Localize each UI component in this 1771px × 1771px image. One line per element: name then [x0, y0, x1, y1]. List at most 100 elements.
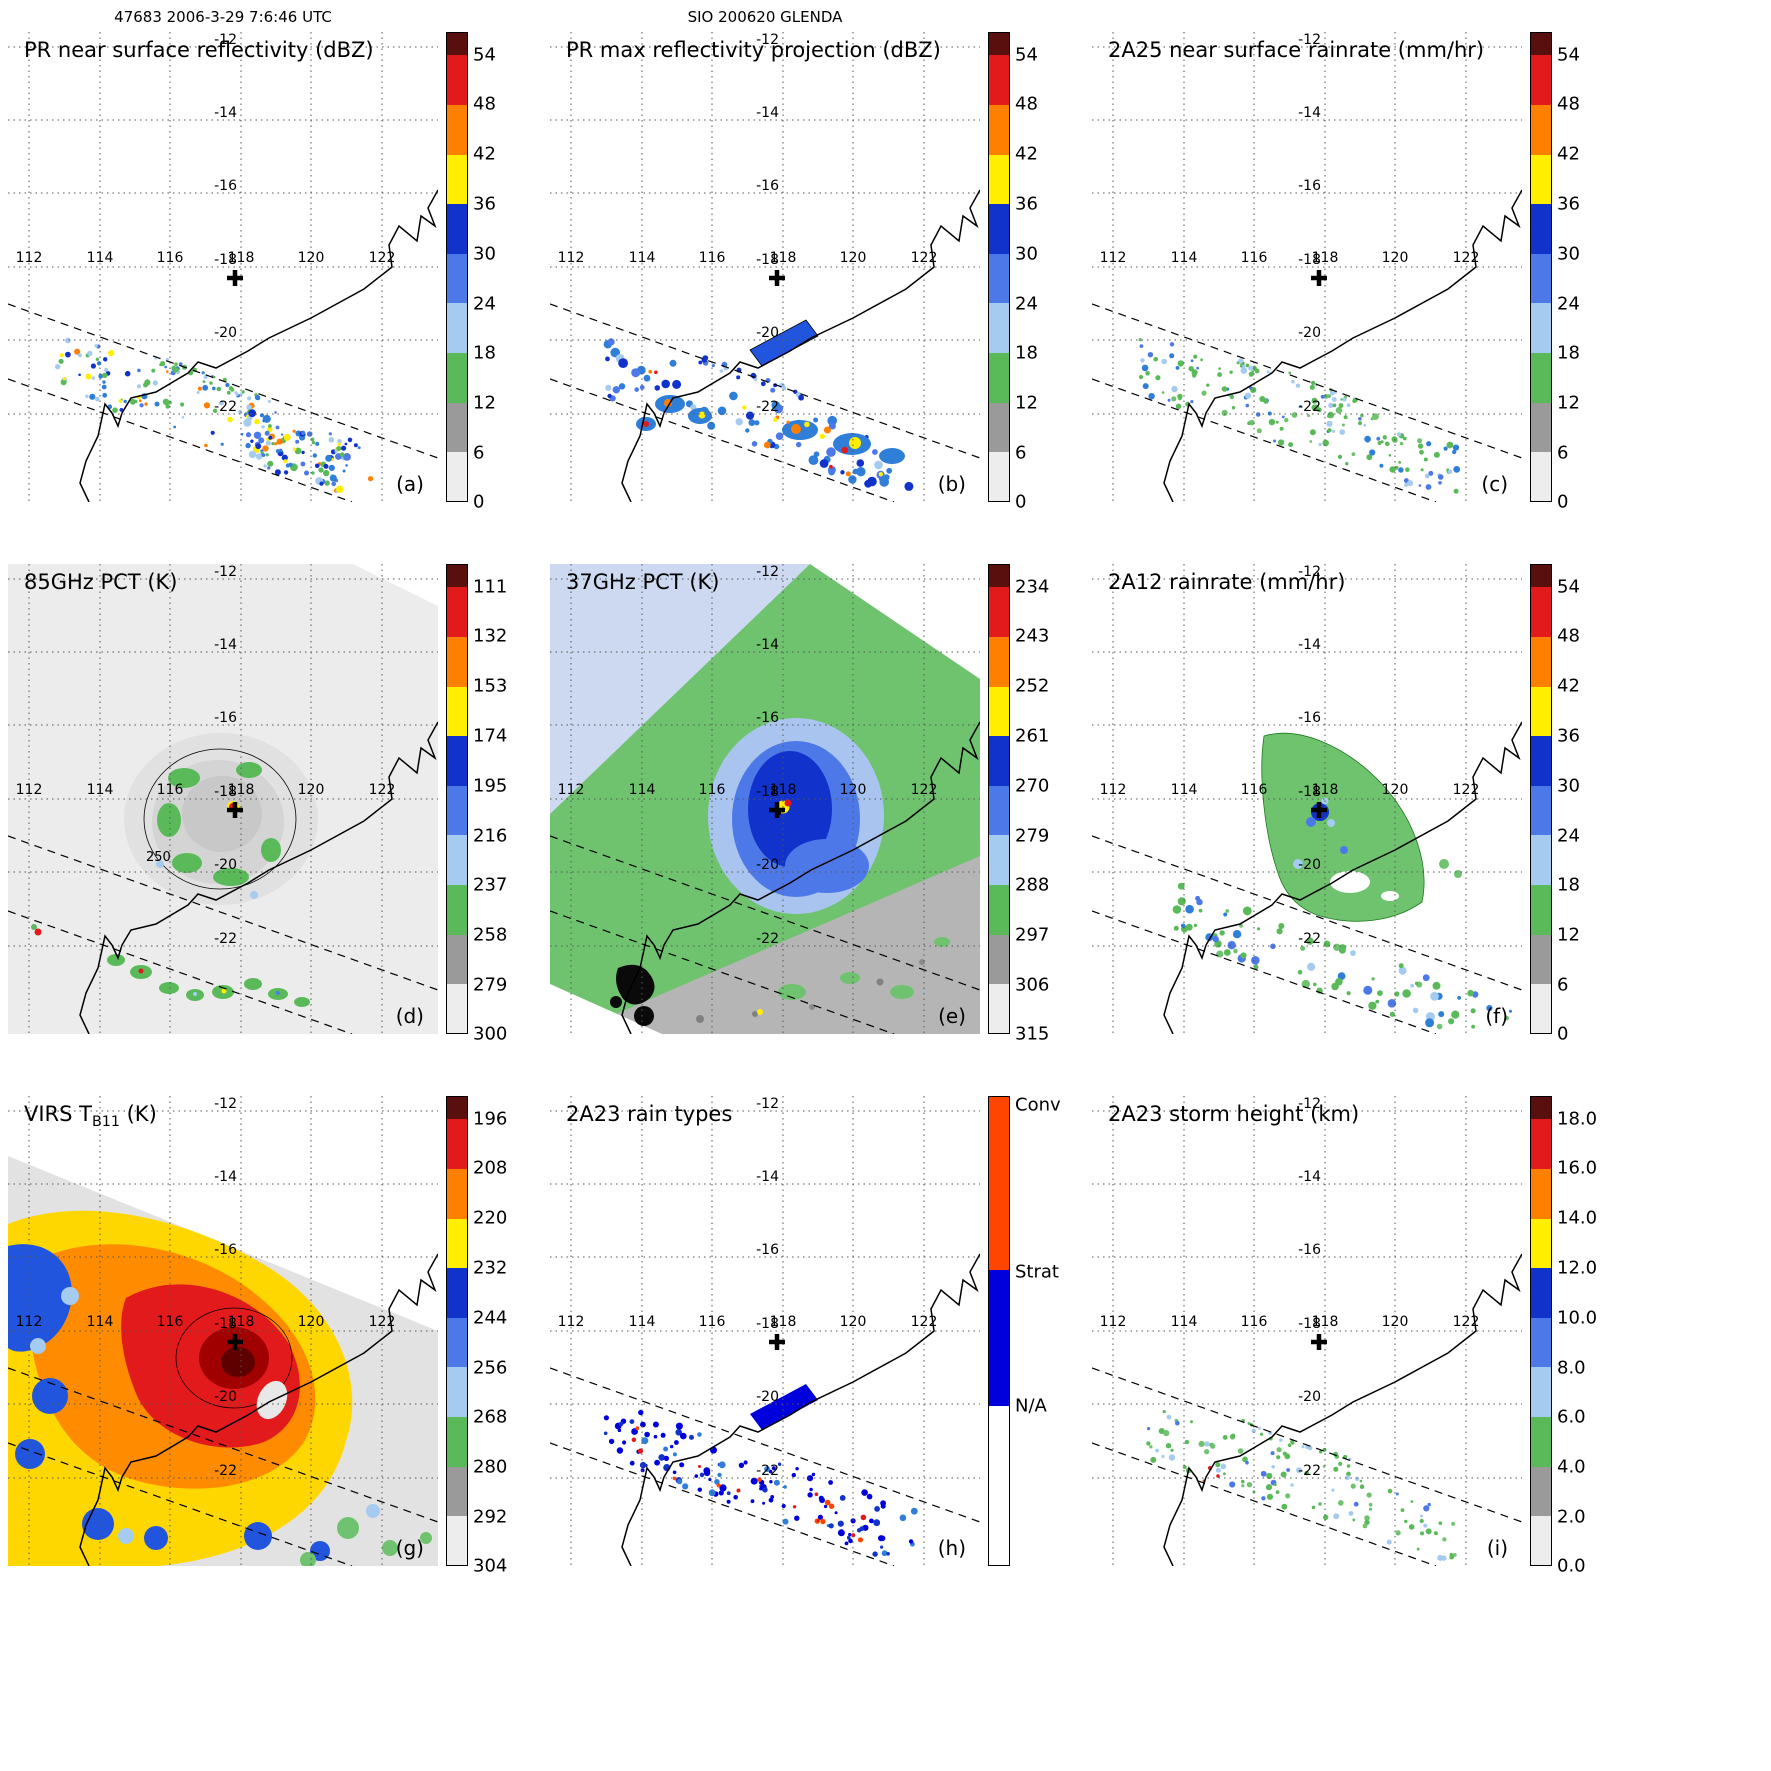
svg-text:-20: -20: [214, 1389, 237, 1405]
panel-a: 112 114 116 118 120 122 -12 -14 -16 -18 -20 -22 PR …: [8, 32, 516, 513]
svg-text:120: 120: [1382, 782, 1409, 798]
storm-center-cross: [769, 1334, 785, 1350]
panel-c: 112 114 116 118 120 122 -12 -14 -16 -18 -20 -22 2A2…: [1092, 32, 1600, 513]
panel-i-title: 2A23 storm height (km): [1108, 1102, 1360, 1126]
svg-text:-20: -20: [756, 325, 779, 341]
panel-g-map-svg: 112 114 116 118 120 122 -12 -14 -16 -18 -20 -22: [8, 1096, 438, 1566]
svg-text:122: 122: [911, 782, 938, 798]
panel-i-colorbar: 18.0 16.0 14.0 12.0 10.0 8.0 6.0 4.0 2.0 0.0: [1530, 1096, 1605, 1577]
data-field: [1146, 1410, 1457, 1561]
svg-text:-22: -22: [756, 931, 779, 947]
panel-grid: 112 114 116 118 120 122 -12 -14 -16 -18 -20 -22 PR …: [0, 32, 1771, 1577]
contour-label-250: 250: [146, 850, 171, 865]
svg-text:-12: -12: [756, 564, 779, 580]
svg-text:-14: -14: [756, 105, 779, 121]
panel-b-letter: (b): [937, 472, 966, 496]
svg-text:-16: -16: [756, 178, 779, 194]
coastline: [1163, 189, 1522, 502]
panel-b-map-svg: 112 114 116 118 120 122 -12 -14 -16 -18 -20 -22: [550, 32, 980, 502]
svg-text:112: 112: [1100, 1314, 1127, 1330]
panel-c-map-svg: 112 114 116 118 120 122 -12 -14 -16 -18 -20 -22: [1092, 32, 1522, 502]
svg-text:114: 114: [87, 1314, 114, 1330]
svg-text:-16: -16: [214, 710, 237, 726]
panel-a-colorbar: 54 48 42 36 30 24 18 12 6 0: [446, 32, 521, 513]
svg-text:122: 122: [369, 782, 396, 798]
panel-c-colorbar: 54 48 42 36 30 24 18 12 6 0: [1530, 32, 1605, 513]
svg-text:116: 116: [1241, 250, 1268, 266]
svg-text:-18: -18: [214, 784, 237, 800]
svg-text:122: 122: [369, 250, 396, 266]
svg-text:-16: -16: [214, 178, 237, 194]
axis-labels: 112 114 116 118 120 122 -12 -14 -16 -18 -20 -22: [16, 1096, 396, 1479]
data-field: [1172, 732, 1513, 1030]
panel-i-map-svg: 112 114 116 118 120 122 -12 -14 -16 -18 -20 -22: [1092, 1096, 1522, 1566]
svg-text:-22: -22: [1298, 1463, 1321, 1479]
panel-c-letter: (c): [1481, 472, 1508, 496]
panel-i: 112 114 116 118 120 122 -12 -14 -16 -18 -20 -22 2A2…: [1092, 1096, 1600, 1577]
svg-text:-22: -22: [1298, 931, 1321, 947]
panel-g-map: 112 114 116 118 120 122 -12 -14 -16 -18 -20 -22 VIR…: [8, 1096, 438, 1566]
svg-text:112: 112: [16, 1314, 43, 1330]
svg-text:116: 116: [1241, 782, 1268, 798]
svg-text:116: 116: [699, 250, 726, 266]
svg-text:-14: -14: [1298, 637, 1321, 653]
svg-text:116: 116: [699, 1314, 726, 1330]
svg-text:118: 118: [228, 782, 255, 798]
svg-text:-22: -22: [1298, 399, 1321, 415]
svg-text:-22: -22: [756, 1463, 779, 1479]
svg-text:-14: -14: [756, 1169, 779, 1185]
axis-labels: 112 114 116 118 120 122 -12 -14 -16 -18 -20 -22: [16, 32, 396, 415]
header-spacer: [1092, 8, 1600, 30]
colorbar-tick-labels: 54 48 42 36 30 24 18 12 6 0: [1015, 44, 1038, 513]
panel-f-map-svg: 112 114 116 118 120 122 -12 -14 -16 -18 -20 -22: [1092, 564, 1522, 1034]
svg-text:-12: -12: [214, 564, 237, 580]
svg-text:116: 116: [157, 1314, 184, 1330]
axis-labels: 112 114 116 118 120 122 -12 -14 -16 -18 -20 -22: [16, 564, 396, 947]
svg-text:-16: -16: [1298, 178, 1321, 194]
panel-i-letter: (i): [1486, 1536, 1508, 1560]
svg-text:114: 114: [1171, 782, 1198, 798]
svg-text:118: 118: [228, 1314, 255, 1330]
svg-text:-12: -12: [756, 32, 779, 48]
svg-text:118: 118: [1312, 250, 1339, 266]
svg-text:-20: -20: [214, 325, 237, 341]
panel-a-letter: (a): [396, 472, 424, 496]
svg-text:122: 122: [1453, 782, 1480, 798]
panel-b-map: 112 114 116 118 120 122 -12 -14 -16 -18 -20 -22 PR …: [550, 32, 980, 502]
panel-b-colorbar: 54 48 42 36 30 24 18 12 6 0: [988, 32, 1063, 513]
figure-header: 47683 2006-3-29 7:6:46 UTC SIO 200620 GL…: [0, 0, 1771, 30]
colorbar-tick-labels: 54 48 42 36 30 24 18 12 6 0: [1557, 576, 1580, 1045]
svg-text:118: 118: [770, 1314, 797, 1330]
svg-text:112: 112: [1100, 250, 1127, 266]
svg-text:-16: -16: [1298, 710, 1321, 726]
svg-text:-12: -12: [1298, 564, 1321, 580]
svg-text:-14: -14: [214, 1169, 237, 1185]
svg-text:-18: -18: [756, 1316, 779, 1332]
svg-text:-16: -16: [756, 1242, 779, 1258]
svg-text:120: 120: [840, 250, 867, 266]
svg-text:-20: -20: [1298, 857, 1321, 873]
colorbar-bar: [446, 564, 468, 1034]
svg-text:116: 116: [157, 782, 184, 798]
svg-text:116: 116: [1241, 1314, 1268, 1330]
svg-text:-20: -20: [756, 1389, 779, 1405]
svg-text:-14: -14: [756, 637, 779, 653]
svg-text:-20: -20: [1298, 325, 1321, 341]
coastline: [621, 1253, 980, 1566]
svg-text:120: 120: [1382, 250, 1409, 266]
svg-text:116: 116: [157, 250, 184, 266]
svg-text:118: 118: [1312, 1314, 1339, 1330]
svg-text:-22: -22: [214, 1463, 237, 1479]
colorbar-bar: [1530, 32, 1552, 502]
panel-d-colorbar: 111 132 153 174 195 216 237 258 279 300: [446, 564, 521, 1045]
svg-text:114: 114: [87, 250, 114, 266]
svg-text:-12: -12: [1298, 32, 1321, 48]
panel-f-colorbar: 54 48 42 36 30 24 18 12 6 0: [1530, 564, 1605, 1045]
panel-d-letter: (d): [395, 1004, 424, 1028]
colorbar-bar: [1530, 1096, 1552, 1566]
panel-h-map-svg: 112 114 116 118 120 122 -12 -14 -16 -18 -20 -22: [550, 1096, 980, 1566]
colorbar-tick-labels: 234 243 252 261 270 279 288 297 306 315: [1015, 576, 1050, 1045]
svg-text:114: 114: [629, 1314, 656, 1330]
panel-h-map: 112 114 116 118 120 122 -12 -14 -16 -18 -20 -22 2A2…: [550, 1096, 980, 1566]
svg-text:-18: -18: [756, 252, 779, 268]
